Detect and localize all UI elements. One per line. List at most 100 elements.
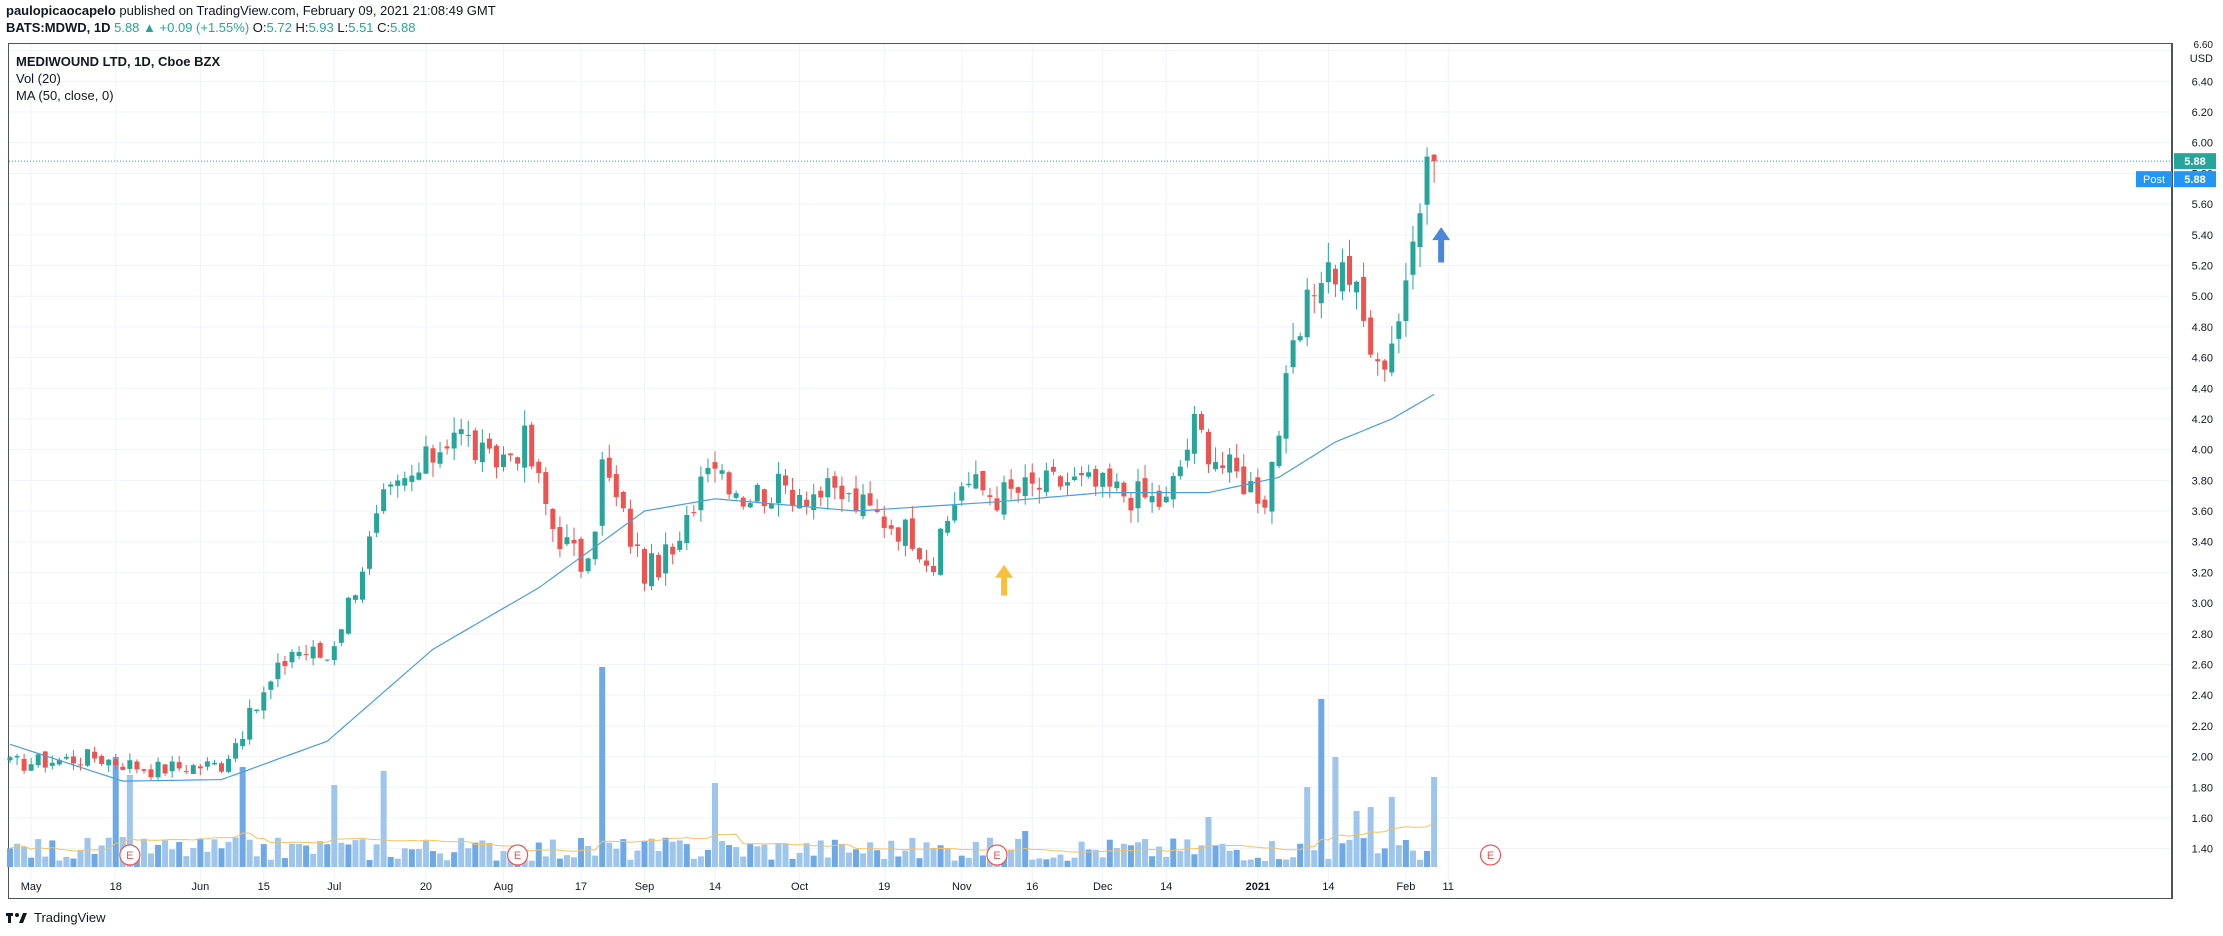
volume-bar [1099,857,1106,867]
candle-body [726,472,732,495]
candle-body [1431,154,1437,162]
candle-body [1389,343,1395,373]
candle-body [1149,496,1155,503]
volume-bar [937,845,944,867]
volume-bar [1085,849,1092,867]
volume-bar [1191,854,1198,867]
volume-bar [613,848,620,867]
volume-bar [528,860,535,867]
volume-bar [408,849,415,867]
candle-body [881,516,887,528]
candle-body [381,489,387,512]
volume-bar [70,858,77,867]
volume-bar [1015,838,1022,867]
candle-body [1086,472,1092,477]
y-tick-label: 2.00 [2192,752,2213,764]
candle-body [571,539,577,544]
earnings-marker-label: E [993,850,1000,862]
candle-body [1262,499,1268,508]
author-name[interactable]: paulopicaocapelo [6,3,116,18]
candle-body [261,692,267,711]
volume-bar [853,849,859,867]
volume-bar [232,837,239,867]
candle-body [853,488,859,511]
candle-body [1417,213,1423,248]
volume-bar [1156,846,1163,867]
volume-bar [422,840,429,867]
candle-body [945,520,951,533]
volume-bar [112,757,119,867]
candle-body [7,757,13,761]
candle-body [113,759,119,766]
x-tick-label: Aug [494,881,514,893]
volume-bar [1318,699,1325,867]
volume-bar [437,853,444,867]
candle-body [85,749,91,766]
volume-bar [782,843,789,867]
volume-bar [1297,843,1304,867]
volume-bar [909,837,916,867]
volume-bar [56,860,63,867]
volume-bar [1233,849,1240,867]
candle-body [712,462,718,469]
candle-body [1347,255,1352,285]
candle-body [1184,449,1190,461]
volume-bar [1283,859,1290,867]
volume-bar [479,840,486,867]
volume-bar [183,856,190,867]
publish-info: paulopicaocapelo published on TradingVie… [6,3,496,18]
volume-bar [21,846,28,867]
volume-bar [1261,860,1268,867]
candle-body [240,738,246,747]
candle-body [768,503,774,509]
legend-ma[interactable]: MA (50, close, 0) [16,88,114,103]
volume-bar [930,847,937,867]
volume-bar [690,858,697,867]
volume-bar [324,844,331,867]
candle-body [1276,435,1282,467]
x-tick-label: Sep [635,881,655,893]
y-tick-label: 2.80 [2192,629,2213,641]
candle-body [162,764,168,774]
volume-bar [190,847,197,867]
candle-body [613,473,619,498]
candle-body [204,761,210,767]
volume-bar [1043,859,1050,867]
x-tick-label: 19 [878,881,890,893]
candle-body [1170,476,1176,500]
volume-bar [845,852,852,867]
price-axis-separator [2172,43,2173,899]
volume-bar [627,859,634,867]
candle-body [924,560,929,566]
x-tick-label: 18 [110,881,122,893]
y-tick-label: 6.60 [2194,40,2214,51]
candle-body [247,707,253,740]
footer-brand: TradingView [6,910,106,925]
y-tick-label: 2.60 [2192,660,2213,672]
x-tick-label: 11 [1442,881,1453,893]
candle-body [1410,241,1416,275]
post-price-badge [2174,171,2216,188]
high-value: 5.93 [308,20,334,35]
volume-bar [63,856,70,867]
candle-body [1100,472,1106,487]
legend-volume[interactable]: Vol (20) [16,71,61,86]
candle-body [1093,468,1099,487]
candle-body [303,654,309,656]
volume-bar [1071,857,1078,867]
volume-bar [260,844,267,867]
volume-bar [796,852,803,867]
candle-body [1297,336,1303,341]
volume-bar [1142,838,1149,867]
candle-body [994,498,1000,511]
candle-body [367,536,373,569]
volume-bar [606,842,613,867]
candle-body [1135,481,1141,509]
candle-body [317,642,323,658]
open-label: O: [252,20,267,35]
volume-bar [281,858,288,867]
volume-bar [1184,839,1191,867]
earnings-marker-icon [119,844,141,866]
candle-body [1396,321,1402,339]
